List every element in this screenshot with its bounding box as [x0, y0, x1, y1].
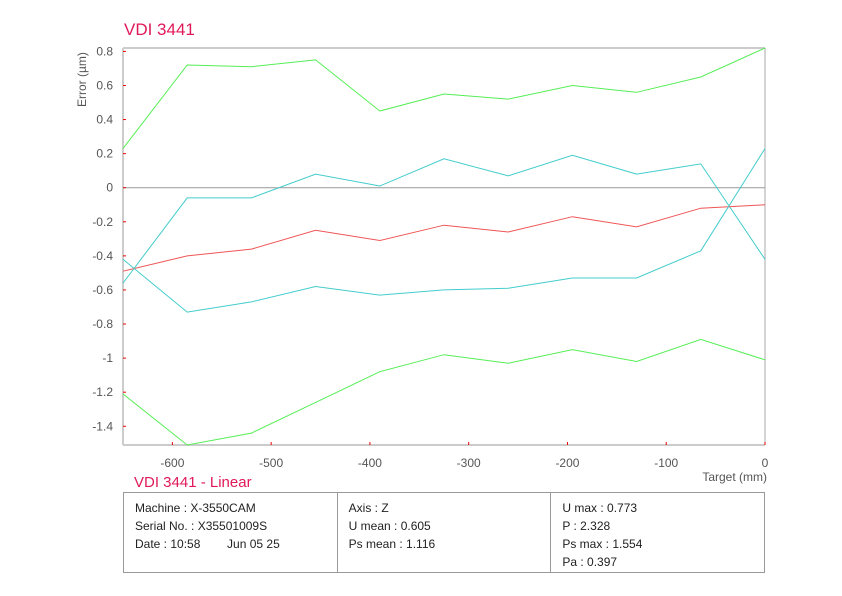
axis-info-column: Axis : Z U mean : 0.605 Ps mean : 1.116 [338, 493, 552, 572]
u-max-field: U max : 0.773 [562, 501, 638, 515]
x-tick-label: -200 [555, 456, 579, 470]
report-subtitle: VDI 3441 - Linear [134, 474, 252, 491]
series-line-upper-green [122, 47, 766, 149]
x-tick-label: -100 [654, 456, 678, 470]
machine-info-column: Machine : X-3550CAM Serial No. : X355010… [124, 493, 338, 572]
p-field: P : 2.328 [562, 519, 611, 533]
x-tick-label: -400 [358, 456, 382, 470]
axis-field: Axis : Z [348, 501, 389, 515]
y-axis-label: Error (µm) [75, 52, 89, 107]
y-tick-label: 0.4 [96, 113, 113, 127]
stats-column: U max : 0.773 P : 2.328 Ps max : 1.554 P… [551, 493, 764, 572]
y-tick-label: -0.2 [92, 215, 113, 229]
y-tick-label: 0.8 [96, 44, 113, 58]
x-axis-label: Target (mm) [702, 470, 767, 484]
ps-mean-field: Ps mean : 1.116 [348, 537, 436, 551]
x-tick-label: -600 [160, 456, 184, 470]
series-line-cyan-a [122, 154, 766, 284]
x-tick-label: -500 [259, 456, 283, 470]
serial-field: Serial No. : X35501009S [135, 519, 268, 533]
series-line-cyan-b [122, 148, 766, 313]
u-mean-field: U mean : 0.605 [348, 519, 431, 533]
ps-max-field: Ps max : 1.554 [562, 537, 643, 551]
x-tick-label: -300 [457, 456, 481, 470]
date-field: Date : 10:58 Jun 05 25 [135, 537, 280, 551]
y-tick-label: -1.2 [92, 385, 113, 399]
y-tick-label: 0.2 [96, 147, 113, 161]
machine-field: Machine : X-3550CAM [135, 501, 256, 515]
chart-title: VDI 3441 [124, 20, 195, 39]
report-info-table: Machine : X-3550CAM Serial No. : X355010… [123, 492, 765, 573]
series-line-lower-green [122, 338, 766, 446]
y-tick-label: -1 [102, 351, 113, 365]
y-tick-label: -0.4 [92, 249, 113, 263]
y-tick-label: 0 [106, 181, 113, 195]
y-tick-label: -1.4 [92, 419, 113, 433]
series-line-mean-red [122, 204, 766, 272]
x-tick-label: 0 [762, 456, 769, 470]
y-tick-label: -0.6 [92, 283, 113, 297]
y-tick-label: -0.8 [92, 317, 113, 331]
y-tick-label: 0.6 [96, 78, 113, 92]
pa-field: Pa : 0.397 [562, 555, 618, 569]
